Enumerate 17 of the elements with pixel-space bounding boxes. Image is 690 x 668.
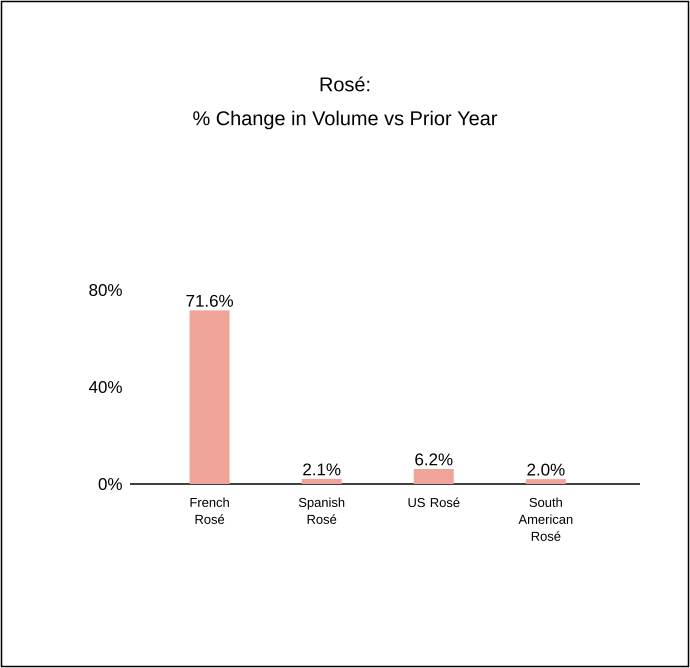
x-tick-label: US Rosé — [408, 498, 460, 508]
y-tick-label: 80% — [89, 284, 122, 296]
x-tick-label: South American Rosé — [518, 498, 572, 541]
x-tick-label: French Rosé — [190, 498, 229, 524]
data-label: 2.1% — [303, 463, 340, 476]
bar — [414, 468, 454, 484]
y-tick-label: 0% — [98, 478, 122, 490]
chart-subtitle: % Change in Volume vs Prior Year — [193, 110, 498, 130]
bar — [190, 310, 230, 484]
bar — [302, 478, 342, 484]
bar — [526, 479, 566, 484]
data-label: 2.0% — [527, 464, 565, 476]
x-tick-label: Spanish Rosé — [298, 498, 344, 524]
y-tick-label: 40% — [88, 380, 122, 393]
chart-title: Rosé: — [320, 76, 370, 92]
data-label: 6.2% — [415, 453, 452, 466]
data-label: 71.6% — [186, 294, 233, 307]
